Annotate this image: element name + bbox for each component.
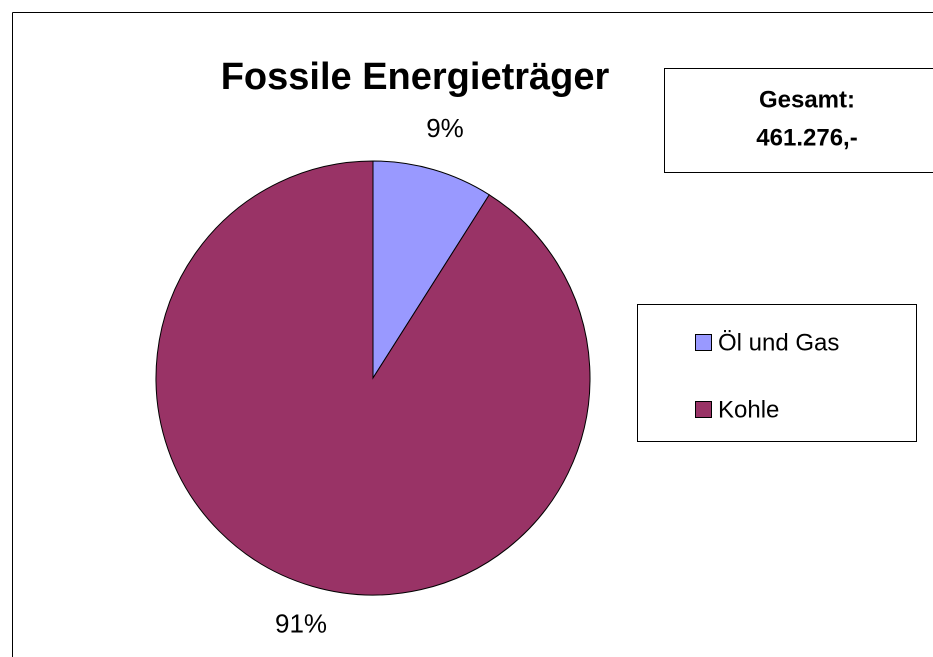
legend-swatch (695, 334, 712, 351)
total-value: 461.276,- (756, 124, 857, 151)
pie-slice (155, 160, 591, 596)
data-label: 9% (426, 113, 464, 143)
legend (637, 304, 917, 442)
pie-slice (372, 160, 490, 380)
total-label: Gesamt: (759, 86, 855, 113)
data-label: 91% (275, 609, 327, 639)
legend-label: Öl und Gas (718, 329, 839, 356)
legend-label: Kohle (718, 396, 779, 423)
legend-swatch (695, 401, 712, 418)
total-box (664, 68, 933, 173)
chart-title: Fossile Energieträger (221, 56, 610, 98)
